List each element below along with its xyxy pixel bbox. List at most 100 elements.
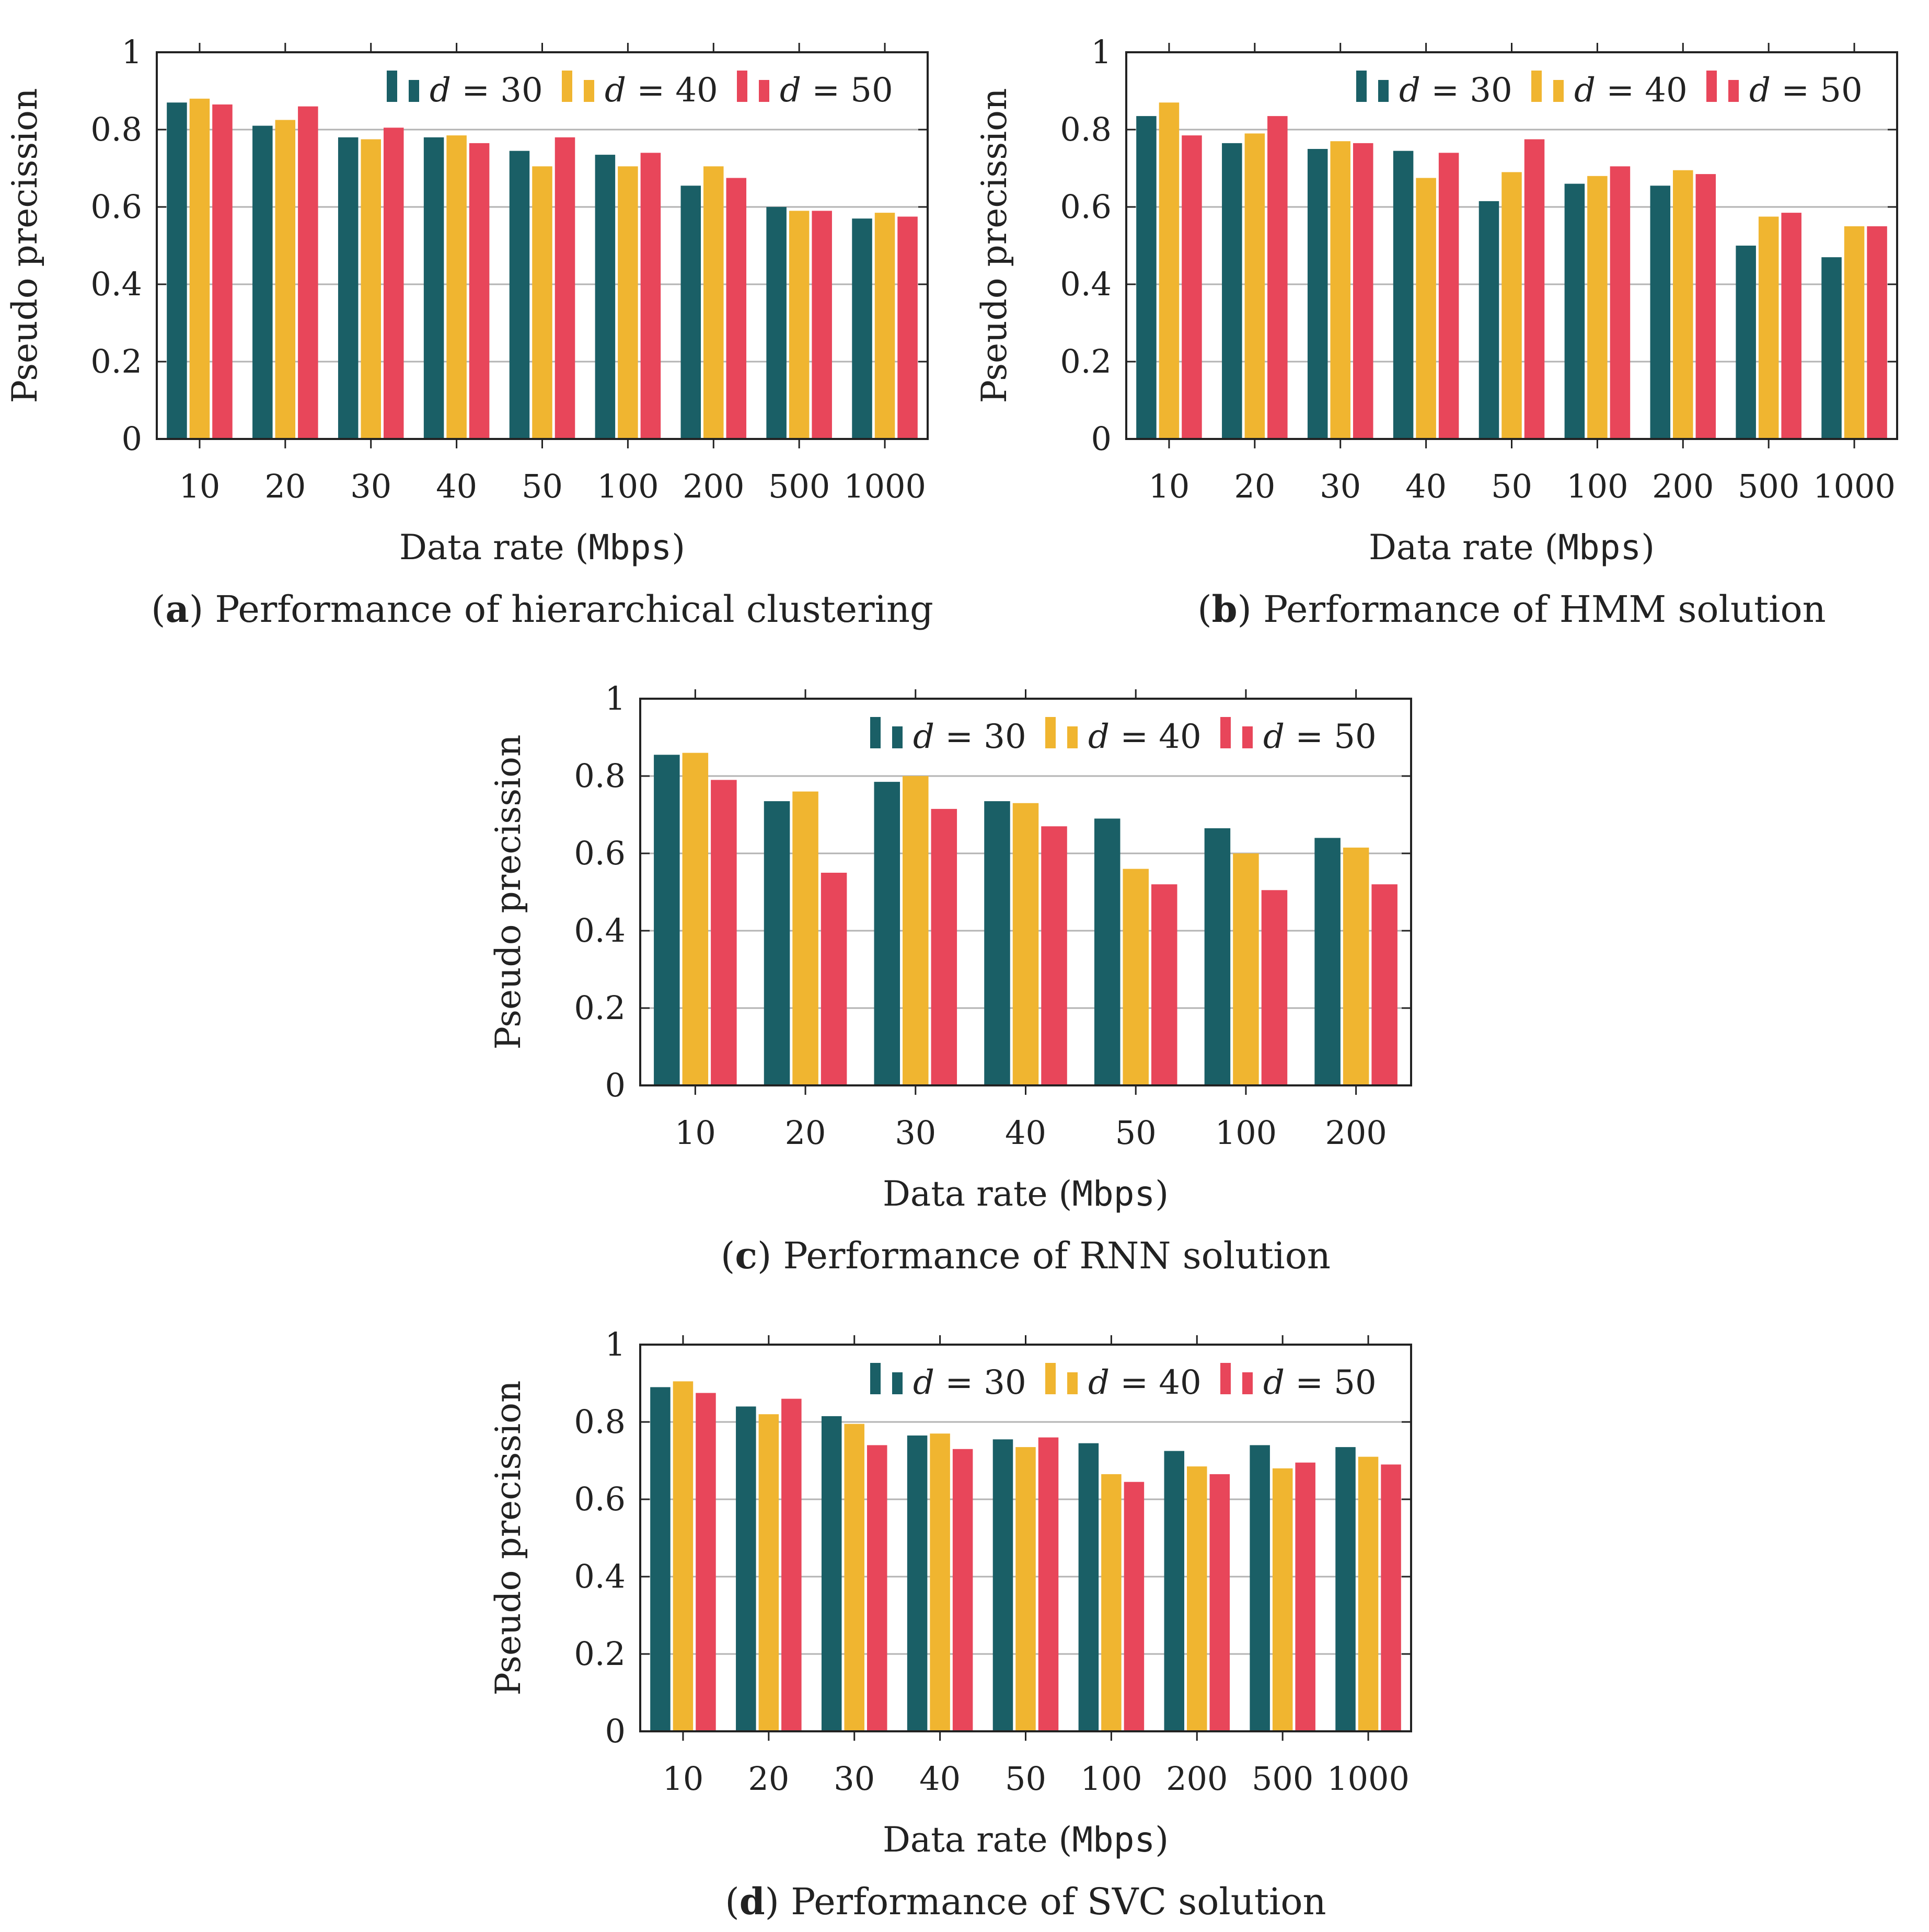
legend-eq: = [1285, 1363, 1334, 1402]
bar-c-50-200 [1371, 884, 1397, 1085]
bar-c-40-50 [1123, 869, 1149, 1085]
legend-eq: = [1596, 71, 1645, 110]
bar-b-30-30 [1307, 149, 1328, 439]
y-tick-label: 0 [1091, 420, 1112, 458]
legend-swatch-30 [892, 726, 903, 748]
legend-swatch-50 [737, 71, 747, 102]
legend-var: d [1749, 71, 1771, 110]
bar-a-30-100 [595, 155, 616, 439]
caption-letter: d [740, 1880, 765, 1923]
y-tick-label: 0.8 [90, 110, 142, 148]
x-tick-label: 30 [895, 1114, 936, 1152]
y-tick-label: 0.6 [574, 834, 626, 872]
legend-eq: = [801, 71, 850, 110]
bar-d-40-40 [930, 1433, 950, 1731]
x-tick-label: 1000 [1327, 1760, 1410, 1798]
panel-caption: (b) Performance of HMM solution [1197, 587, 1826, 631]
bar-d-40-500 [1272, 1468, 1293, 1731]
x-axis-label-suffix: ) [1641, 527, 1655, 568]
x-axis-label-unit: Mbps [1072, 1820, 1155, 1860]
bar-c-40-20 [792, 791, 818, 1085]
legend-num: 40 [1159, 718, 1201, 756]
bar-c-30-40 [984, 801, 1010, 1085]
panel-c: 0 0.2 0.4 0.6 0.8 1 10 20 30 40 50 100 200 Data rate … [488, 679, 1412, 1277]
x-tick-label: 20 [1234, 467, 1275, 505]
legend-label-30: d = 30 [913, 718, 1026, 756]
x-tick-label: 10 [662, 1760, 703, 1798]
x-tick-label: 500 [768, 467, 830, 505]
x-tick-label: 10 [1148, 467, 1189, 505]
legend-num: 30 [984, 1363, 1026, 1402]
y-tick-label: 0.6 [90, 188, 142, 226]
caption-open: ( [725, 1880, 739, 1923]
bar-a-50-30 [383, 128, 404, 439]
legend-var: d [913, 1363, 934, 1402]
bar-b-50-20 [1267, 116, 1288, 439]
x-axis-label: Data rate (Mbps) [1369, 527, 1655, 568]
x-tick-label: 50 [522, 467, 563, 505]
panel-b: 0 0.2 0.4 0.6 0.8 1 10 20 30 40 50 100 200 500 1000 Dat… [974, 33, 1898, 631]
bar-d-30-500 [1250, 1445, 1270, 1731]
bar-c-40-100 [1233, 853, 1259, 1085]
x-tick-label: 40 [1005, 1114, 1046, 1152]
bar-a-40-200 [703, 166, 724, 439]
x-axis-label-prefix: Data rate ( [399, 527, 588, 568]
x-axis-label-suffix: ) [1155, 1174, 1169, 1214]
legend-swatch-30 [387, 71, 397, 102]
bar-d-50-200 [1209, 1474, 1230, 1731]
y-tick-label: 0 [122, 420, 142, 458]
y-tick-label: 0.2 [574, 1635, 626, 1673]
bar-c-40-40 [1012, 803, 1039, 1085]
caption-text: ) Performance of RNN solution [757, 1234, 1331, 1277]
x-tick-label: 100 [1566, 467, 1628, 505]
legend-swatch-30 [1378, 80, 1389, 102]
x-axis-label: Data rate (Mbps) [883, 1174, 1169, 1214]
y-tick-label: 0.4 [90, 265, 142, 303]
caption-text: ) Performance of SVC solution [765, 1880, 1326, 1923]
bar-a-30-30 [338, 137, 359, 439]
y-tick-label: 0.8 [1060, 110, 1112, 148]
bar-b-30-20 [1222, 143, 1242, 439]
bar-d-30-200 [1164, 1451, 1185, 1731]
x-tick-label: 100 [1080, 1760, 1142, 1798]
x-tick-label: 200 [1325, 1114, 1387, 1152]
x-tick-label: 200 [1652, 467, 1714, 505]
bar-d-50-30 [867, 1445, 887, 1731]
bar-d-40-1000 [1358, 1456, 1379, 1731]
bar-d-30-10 [650, 1387, 671, 1731]
bar-c-40-10 [682, 753, 709, 1085]
legend-var: d [1574, 71, 1596, 110]
bar-b-50-200 [1695, 174, 1716, 439]
bar-b-40-20 [1244, 133, 1265, 439]
bar-d-50-20 [781, 1398, 802, 1731]
legend-var: d [605, 71, 626, 110]
bar-d-50-1000 [1381, 1464, 1401, 1731]
x-tick-label: 200 [683, 467, 744, 505]
bar-b-50-1000 [1867, 226, 1887, 439]
legend-num: 30 [1470, 71, 1512, 110]
bar-a-50-50 [555, 137, 575, 439]
legend-label-40: d = 40 [605, 71, 718, 110]
bar-b-30-40 [1393, 151, 1414, 439]
x-axis-label-suffix: ) [672, 527, 685, 568]
bar-d-30-50 [992, 1439, 1013, 1731]
x-axis-label-prefix: Data rate ( [1369, 527, 1558, 568]
bar-d-50-500 [1295, 1462, 1315, 1731]
bar-c-30-100 [1204, 828, 1231, 1085]
x-tick-label: 10 [179, 467, 220, 505]
caption-open: ( [151, 588, 165, 631]
x-tick-label: 20 [264, 467, 306, 505]
legend-label-30: d = 30 [1399, 71, 1512, 110]
bar-a-50-1000 [897, 216, 918, 439]
legend-label-40: d = 40 [1574, 71, 1688, 110]
panel-d: 0 0.2 0.4 0.6 0.8 1 10 20 30 40 50 100 200 500 1000 Dat… [488, 1325, 1412, 1923]
x-tick-label: 50 [1115, 1114, 1157, 1152]
x-tick-label: 30 [350, 467, 391, 505]
x-tick-label: 30 [834, 1760, 875, 1798]
y-tick-label: 0.4 [574, 911, 626, 950]
bar-b-30-10 [1136, 116, 1157, 439]
bar-b-40-10 [1159, 102, 1180, 439]
legend-swatch-30 [870, 717, 881, 748]
bar-a-40-100 [618, 166, 638, 439]
x-tick-label: 50 [1005, 1760, 1046, 1798]
